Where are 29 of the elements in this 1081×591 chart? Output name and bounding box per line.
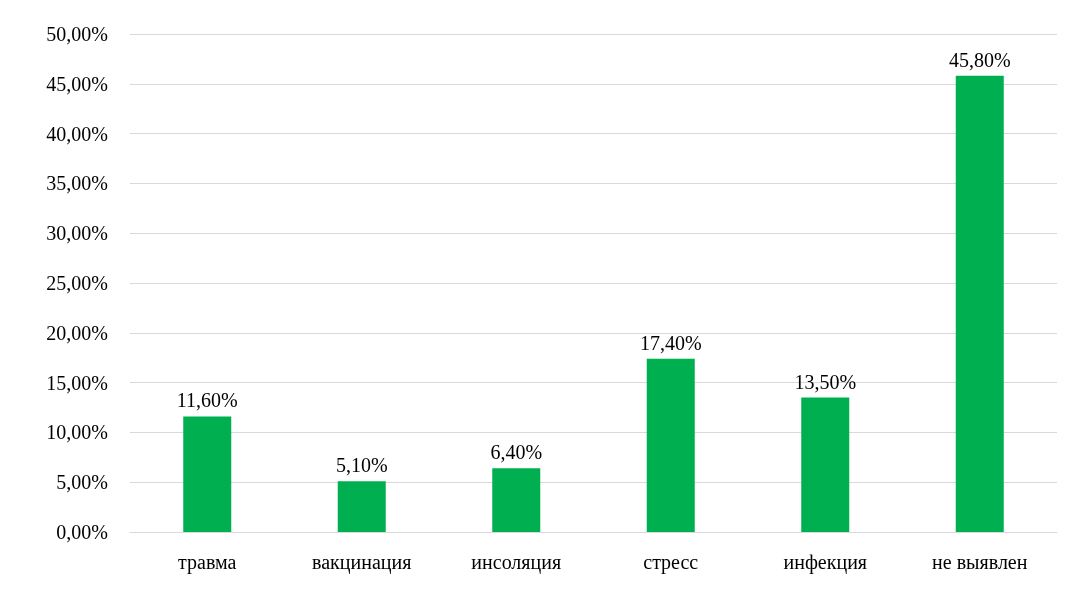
x-tick-label: стресс [643,551,699,574]
data-label: 13,50% [794,370,857,393]
bar [801,397,850,532]
y-tick-label: 5,00% [56,471,108,494]
y-tick-label: 40,00% [46,122,108,145]
data-label: 17,40% [639,331,702,354]
bar [337,481,386,532]
bar [646,358,695,532]
x-tick-label: не выявлен [932,551,1028,573]
y-tick-label: 35,00% [46,172,108,195]
y-tick-label: 10,00% [46,421,108,444]
x-tick-label: травма [178,551,237,574]
x-tick-label: вакцинация [312,551,412,574]
data-label: 11,60% [176,389,238,412]
y-tick-label: 30,00% [46,222,108,245]
y-tick-label: 15,00% [46,371,108,394]
bar [492,468,541,532]
y-tick-label: 0,00% [56,521,108,543]
data-label: 5,10% [335,454,388,477]
bar [955,75,1004,532]
y-tick-label: 20,00% [46,321,108,344]
x-tick-label: инфекция [783,551,868,574]
y-tick-label: 45,00% [46,72,108,95]
bar [183,416,232,532]
y-tick-label: 25,00% [46,272,108,294]
x-tick-label: инсоляция [471,551,562,574]
y-tick-label: 50,00% [46,23,108,45]
data-label: 6,40% [490,441,543,464]
data-label: 45,80% [948,48,1011,71]
